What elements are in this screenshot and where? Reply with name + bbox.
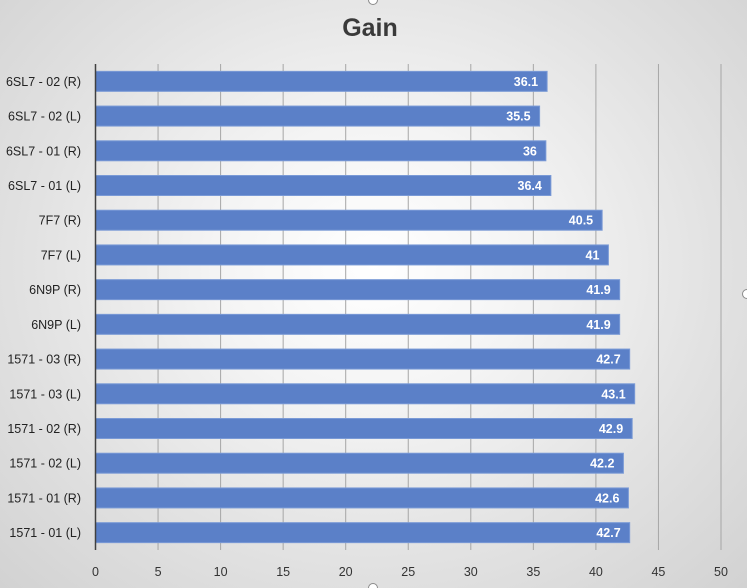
gridlines — [157, 64, 722, 550]
x-tick-label: 15 — [276, 565, 290, 579]
data-label: 40.5 — [569, 214, 593, 228]
data-label: 36 — [523, 144, 537, 158]
bar[interactable] — [95, 452, 624, 474]
bar[interactable] — [95, 279, 621, 301]
category-label: 7F7 (L) — [41, 248, 81, 262]
category-label: 6SL7 - 01 (R) — [6, 144, 81, 158]
category-label: 1571 - 02 (L) — [9, 457, 81, 471]
bar[interactable] — [95, 418, 633, 439]
category-label: 1571 - 01 (R) — [7, 491, 81, 505]
bar[interactable] — [95, 175, 552, 196]
bar[interactable] — [95, 244, 609, 266]
data-label: 41.9 — [586, 283, 610, 297]
category-label: 1571 - 01 (L) — [9, 526, 81, 540]
category-label: 6SL7 - 02 (R) — [6, 75, 81, 89]
data-label: 36.1 — [514, 75, 538, 89]
x-tick-label: 0 — [92, 565, 99, 579]
bar[interactable] — [95, 487, 629, 509]
x-tick-label: 5 — [155, 565, 162, 579]
bar[interactable] — [95, 70, 548, 92]
bar[interactable] — [95, 209, 603, 231]
x-tick-label: 20 — [339, 565, 353, 579]
category-label: 6SL7 - 01 (L) — [8, 179, 81, 193]
bar[interactable] — [95, 105, 541, 127]
data-label: 42.7 — [596, 526, 620, 540]
category-label: 6N9P (L) — [31, 318, 81, 332]
category-label: 1571 - 03 (L) — [9, 387, 81, 401]
x-tick-label: 10 — [214, 565, 228, 579]
bar[interactable] — [95, 140, 547, 162]
x-tick-label: 40 — [589, 565, 603, 579]
category-label: 6SL7 - 02 (L) — [8, 110, 81, 124]
x-tick-label: 35 — [526, 565, 540, 579]
data-label: 35.5 — [506, 110, 530, 124]
bars: 36.1 35.5 36 36.4 40.5 41 41.9 41.9 42.7 43.1 42.9… — [95, 70, 636, 544]
data-label: 41 — [586, 248, 600, 262]
data-label: 42.6 — [595, 491, 619, 505]
data-label: 43.1 — [601, 387, 625, 401]
data-label: 42.2 — [590, 457, 614, 471]
bar[interactable] — [95, 348, 631, 370]
resize-handle-bottom[interactable] — [368, 583, 378, 588]
bar[interactable] — [95, 313, 621, 335]
category-label: 6N9P (R) — [29, 283, 81, 297]
x-tick-label: 30 — [464, 565, 478, 579]
category-label: 1571 - 02 (R) — [7, 422, 81, 436]
chart-title: Gain — [342, 14, 398, 42]
category-labels: 6SL7 - 02 (R) 6SL7 - 02 (L) 6SL7 - 01 (R) 6… — [6, 75, 81, 540]
bar[interactable] — [95, 522, 631, 544]
category-label: 7F7 (R) — [39, 214, 81, 228]
bar[interactable] — [95, 383, 636, 405]
data-label: 36.4 — [518, 179, 542, 193]
x-tick-label: 45 — [651, 565, 665, 579]
x-axis-tick-labels: 0 5 10 15 20 25 30 35 40 45 50 — [92, 565, 728, 579]
data-label: 41.9 — [586, 318, 610, 332]
x-tick-label: 25 — [401, 565, 415, 579]
resize-handle-right[interactable] — [742, 289, 747, 299]
category-label: 1571 - 03 (R) — [7, 353, 81, 367]
x-tick-label: 50 — [714, 565, 728, 579]
data-label: 42.7 — [596, 353, 620, 367]
data-label: 42.9 — [599, 422, 623, 436]
